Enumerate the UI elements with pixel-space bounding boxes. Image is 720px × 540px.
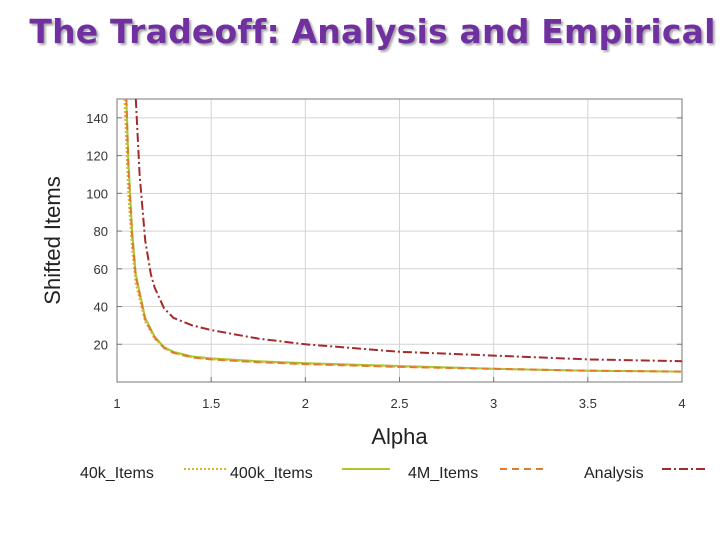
y-tick-label: 60 — [94, 262, 108, 277]
series-line-analysis — [134, 99, 682, 363]
legend-label: 4M_Items — [408, 465, 478, 482]
x-tick-label: 4 — [678, 396, 685, 411]
y-tick-label: 100 — [86, 186, 108, 201]
x-tick-label: 3 — [490, 396, 497, 411]
legend: 40k_Items 400k_Items 4M_Items Analysis — [80, 465, 706, 482]
legend-label: 40k_Items — [80, 465, 154, 482]
x-tick-label: 2.5 — [390, 396, 408, 411]
legend-label: 400k_Items — [230, 465, 313, 482]
x-axis-ticks: 1 1.5 2 2.5 3 3.5 4 — [113, 377, 686, 411]
y-axis-ticks: 20 40 60 80 100 120 140 — [86, 111, 682, 352]
x-tick-label: 2 — [302, 396, 309, 411]
x-axis-title: Alpha — [371, 424, 428, 449]
legend-label: Analysis — [584, 465, 644, 482]
series-line-4m-items — [125, 99, 682, 373]
y-tick-label: 20 — [94, 337, 108, 352]
x-tick-label: 1.5 — [202, 396, 220, 411]
series-line-40k-items — [123, 99, 682, 373]
y-tick-label: 120 — [86, 149, 108, 164]
y-tick-label: 40 — [94, 300, 108, 315]
grid-lines — [117, 99, 682, 382]
y-axis-title: Shifted Items — [40, 176, 65, 304]
series-line-400k-items — [125, 99, 682, 373]
x-tick-label: 3.5 — [579, 396, 597, 411]
series-lines — [123, 99, 682, 373]
y-tick-label: 80 — [94, 224, 108, 239]
x-tick-label: 1 — [113, 396, 120, 411]
slide-title: The Tradeoff: Analysis and Empirical — [29, 12, 716, 51]
y-tick-label: 140 — [86, 111, 108, 126]
